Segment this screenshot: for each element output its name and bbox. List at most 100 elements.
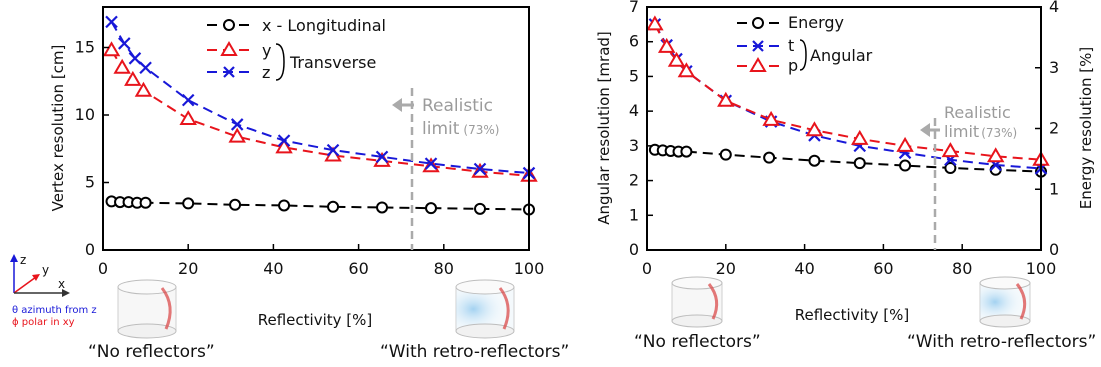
legend-group-label-right: Angular bbox=[810, 46, 873, 65]
legend-brace bbox=[799, 39, 807, 71]
left-series-0-line bbox=[111, 200, 530, 211]
legend-label-energy: Energy bbox=[788, 13, 844, 32]
right-ytick-label: 3 bbox=[629, 136, 639, 155]
caption-retro-reflectors-left: “With retro-reflectors” bbox=[380, 342, 569, 362]
cylinder-no-reflectors-left bbox=[117, 279, 177, 339]
right-ytick-right-label: 1 bbox=[1049, 179, 1059, 198]
left-series-2-point bbox=[424, 157, 438, 170]
right-ytick-label: 0 bbox=[629, 240, 639, 259]
right-series-2-point bbox=[941, 142, 960, 158]
inset-theta-note: θ azimuth from z bbox=[12, 305, 97, 316]
legend-triangle-icon bbox=[220, 41, 238, 56]
cylinder-retro-reflectors-left bbox=[455, 279, 515, 339]
left-series-2-point bbox=[105, 15, 118, 29]
left-series-1-point bbox=[102, 41, 121, 57]
right-ytick-label: 5 bbox=[629, 66, 639, 85]
legend-cross-icon bbox=[752, 40, 764, 52]
right-series-2-point bbox=[986, 147, 1005, 163]
right-ytick-right-label: 0 bbox=[1049, 240, 1059, 259]
left-series-2-point bbox=[277, 134, 291, 147]
right-series-2-point bbox=[762, 110, 780, 126]
left-series-1-point bbox=[124, 70, 142, 86]
right-series-0-point bbox=[899, 159, 912, 172]
right-ytick-label: 1 bbox=[629, 205, 639, 224]
left-series-0-point bbox=[139, 196, 152, 209]
left-ytick-label: 0 bbox=[85, 240, 95, 259]
inset-z: z bbox=[20, 253, 26, 267]
legend-cross-icon bbox=[223, 66, 235, 78]
left-limit-label-2: limit (73%) bbox=[422, 119, 499, 139]
right-xlabel: Reflectivity [%] bbox=[795, 306, 909, 324]
left-limit-label: Realistic bbox=[422, 96, 493, 116]
right-ytick-label: 7 bbox=[629, 0, 639, 16]
legend-label-t: t bbox=[788, 36, 794, 55]
left-limit-arrow-icon bbox=[392, 98, 402, 112]
cylinder-no-reflectors-right bbox=[671, 276, 723, 328]
left-series-1-point bbox=[113, 58, 131, 74]
right-series-0-line bbox=[654, 148, 1042, 173]
legend-circle-icon bbox=[223, 19, 235, 31]
left-series-1-point bbox=[275, 138, 293, 154]
right-xtick-label: 80 bbox=[952, 259, 972, 278]
left-xtick-label: 40 bbox=[263, 259, 283, 278]
left-series-0-point bbox=[229, 198, 242, 211]
coordinate-inset: z y x θ azimuth from z ϕ polar in xy bbox=[10, 253, 97, 328]
left-series-2-point bbox=[128, 52, 142, 65]
left-ylabel: Vertex resolution [cm] bbox=[49, 45, 67, 212]
right-limit-arrow-icon bbox=[920, 123, 930, 137]
left-series-0-point bbox=[425, 202, 438, 215]
legend-label-z: z bbox=[262, 63, 270, 82]
left-ytick-label: 15 bbox=[75, 38, 95, 57]
left-plot-frame bbox=[102, 6, 530, 251]
right-limit-label-2: limit (73%) bbox=[944, 122, 1017, 141]
left-series-1-point bbox=[179, 110, 197, 126]
left-xtick-label: 0 bbox=[98, 259, 108, 278]
left-series-2-point bbox=[118, 37, 131, 50]
left-series-1-point bbox=[228, 127, 246, 143]
legend-label-p: p bbox=[788, 56, 798, 75]
left-series-0-point bbox=[376, 201, 389, 214]
right-series-0-point bbox=[680, 145, 693, 158]
legend-group-label: Transverse bbox=[289, 53, 376, 72]
left-series-2-point bbox=[375, 150, 389, 164]
z-arrow-icon bbox=[10, 254, 18, 262]
legend-label-x: x - Longitudinal bbox=[262, 16, 386, 35]
right-ytick-label: 2 bbox=[629, 171, 639, 190]
caption-retro-reflectors-right: “With retro-reflectors” bbox=[907, 332, 1096, 352]
left-xtick-label: 60 bbox=[348, 259, 368, 278]
legend-triangle-icon bbox=[749, 57, 767, 72]
left-series-0-point bbox=[278, 199, 291, 212]
right-ylabel-2: Energy resolution [%] bbox=[1077, 47, 1095, 209]
left-xtick-label: 80 bbox=[434, 259, 454, 278]
right-series-0-point bbox=[944, 161, 957, 174]
right-series-0-point bbox=[808, 154, 821, 167]
left-series-2-point bbox=[139, 61, 152, 75]
right-xtick-label: 60 bbox=[873, 259, 893, 278]
caption-no-reflectors-left: “No reflectors” bbox=[88, 342, 215, 362]
left-series-2-point bbox=[181, 93, 195, 107]
right-series-2-point bbox=[805, 121, 824, 137]
left-series-2-point bbox=[326, 143, 340, 157]
legend-circle-icon bbox=[752, 17, 764, 29]
right-series-0-point bbox=[853, 157, 866, 170]
caption-no-reflectors-right: “No reflectors” bbox=[634, 332, 761, 352]
x-arrow-icon bbox=[62, 289, 70, 297]
right-series-2-point bbox=[667, 51, 686, 67]
right-series-2-point bbox=[851, 129, 869, 145]
right-series-0-point bbox=[763, 151, 776, 164]
right-ylabel: Angular resolution [mrad] bbox=[595, 31, 613, 225]
inset-x: x bbox=[58, 277, 65, 291]
right-xtick-label: 100 bbox=[1026, 259, 1057, 278]
inset-phi-note: ϕ polar in xy bbox=[12, 317, 75, 328]
cylinder-retro-reflectors-right bbox=[979, 276, 1031, 328]
right-xtick-label: 0 bbox=[642, 259, 652, 278]
left-series-0-point bbox=[327, 200, 340, 213]
right-ytick-label: 6 bbox=[629, 32, 639, 51]
legend-label-y: y bbox=[262, 41, 271, 60]
right-series-2-point bbox=[717, 91, 735, 107]
right-xtick-label: 20 bbox=[716, 259, 736, 278]
